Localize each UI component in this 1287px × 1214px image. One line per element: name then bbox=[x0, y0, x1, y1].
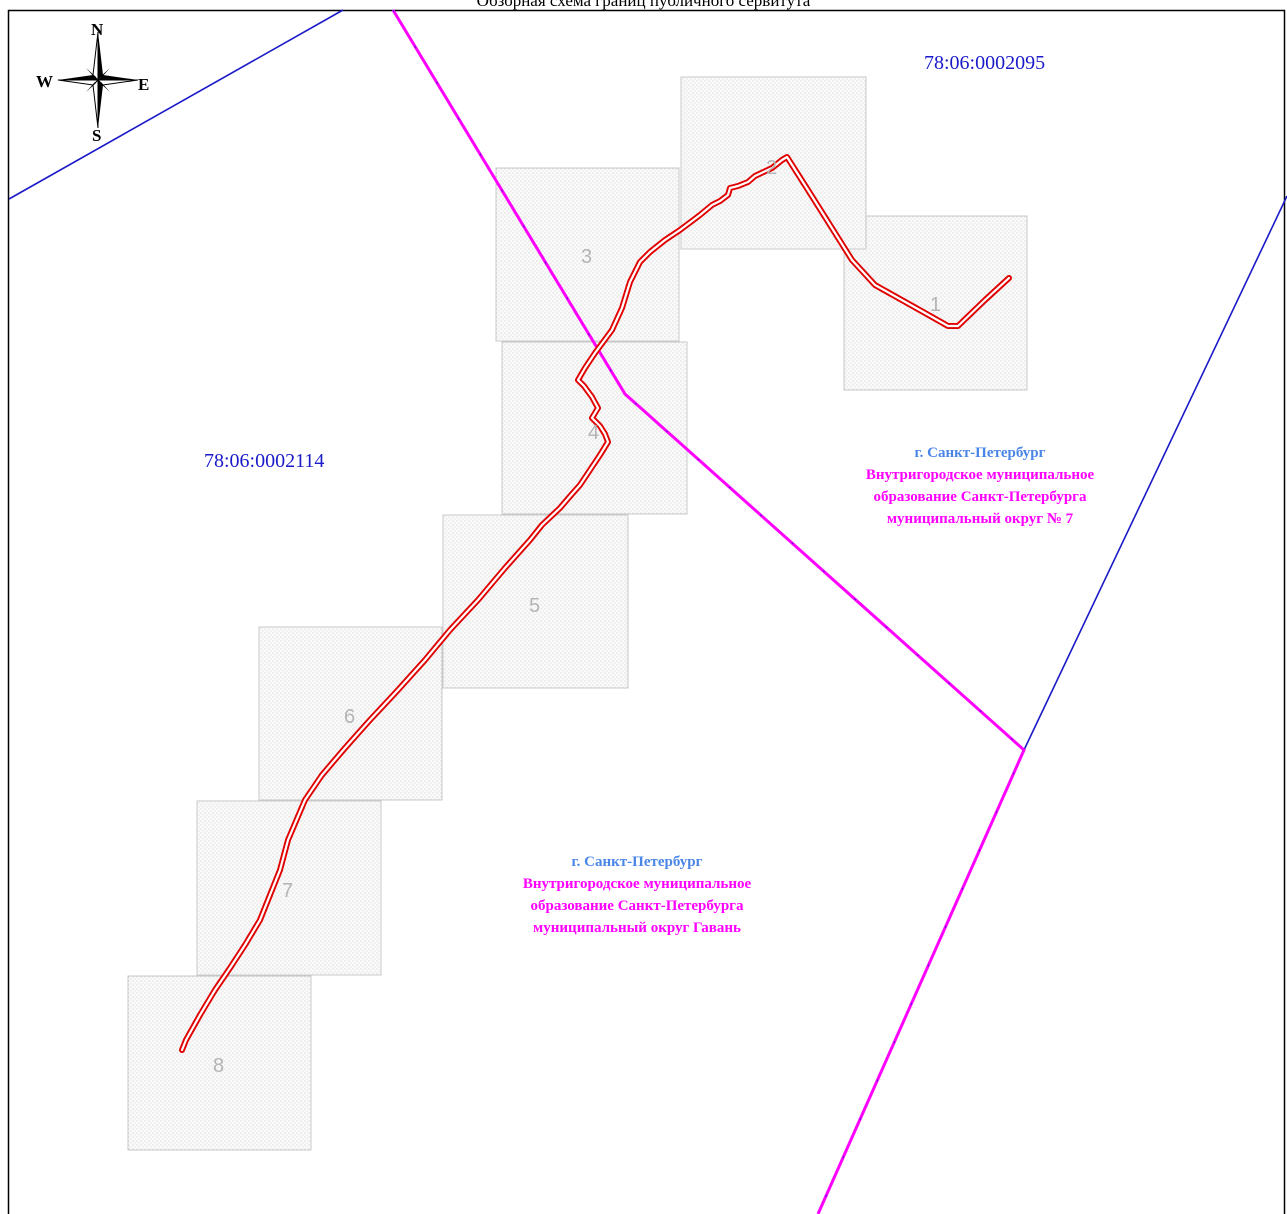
district-mo-line-2: образование Санкт-Петербурга bbox=[873, 489, 1087, 505]
sheet-number-7: 7 bbox=[282, 880, 293, 902]
compass-south: S bbox=[92, 126, 101, 145]
cadastral-line-northwest bbox=[8, 9, 344, 200]
district-mo-line-2: образование Санкт-Петербурга bbox=[530, 898, 744, 914]
compass-west: W bbox=[36, 72, 53, 91]
sheet-tiles bbox=[127, 76, 1028, 1151]
municipal-boundary bbox=[391, 9, 1026, 1214]
sheet-number-4: 4 bbox=[588, 422, 599, 444]
map-title: Обзорная схема границ публичного сервиту… bbox=[476, 0, 811, 10]
district-mo-line-1: Внутригородское муниципальное bbox=[522, 876, 752, 892]
sheet-tile-4[interactable] bbox=[501, 341, 688, 515]
cadastral-label-west: 78:06:0002114 bbox=[204, 450, 325, 472]
servitude-route bbox=[179, 154, 1012, 1053]
sheet-tile-5[interactable] bbox=[442, 514, 629, 689]
sheet-number-8: 8 bbox=[213, 1055, 224, 1077]
compass-icon bbox=[57, 31, 139, 129]
sheet-number-5: 5 bbox=[529, 595, 540, 617]
sheet-number-3: 3 bbox=[581, 246, 592, 268]
district-mo-line-1: Внутригородское муниципальное bbox=[865, 467, 1095, 483]
district-mo-line-3: муниципальный округ № 7 bbox=[886, 511, 1074, 527]
compass-east: E bbox=[138, 75, 149, 94]
compass-north: N bbox=[91, 20, 104, 39]
cadastral-label-northeast: 78:06:0002095 bbox=[924, 52, 1046, 74]
district-mo-line-3: муниципальный округ Гавань bbox=[533, 920, 741, 936]
district-label-okrug-7: г. Санкт-Петербург Внутригородское муниц… bbox=[805, 442, 1155, 530]
sheet-numbers: 1 2 3 4 5 6 7 8 bbox=[213, 157, 941, 1077]
cadastral-line-east bbox=[1023, 195, 1287, 751]
sheet-number-2: 2 bbox=[766, 157, 777, 179]
sheet-number-1: 1 bbox=[930, 294, 941, 316]
sheet-tile-8[interactable] bbox=[127, 975, 312, 1151]
cadastral-boundaries bbox=[8, 9, 1287, 751]
district-city-okrug-7: г. Санкт-Петербург bbox=[914, 445, 1046, 461]
sheet-number-6: 6 bbox=[344, 706, 355, 728]
compass-rose: N S W E bbox=[36, 20, 149, 145]
district-city-gavan: г. Санкт-Петербург bbox=[571, 854, 703, 870]
sheet-tile-6[interactable] bbox=[258, 626, 443, 801]
district-label-gavan: г. Санкт-Петербург Внутригородское муниц… bbox=[462, 851, 812, 939]
sheet-tile-1[interactable] bbox=[843, 215, 1028, 391]
map-frame bbox=[7, 9, 1286, 1214]
